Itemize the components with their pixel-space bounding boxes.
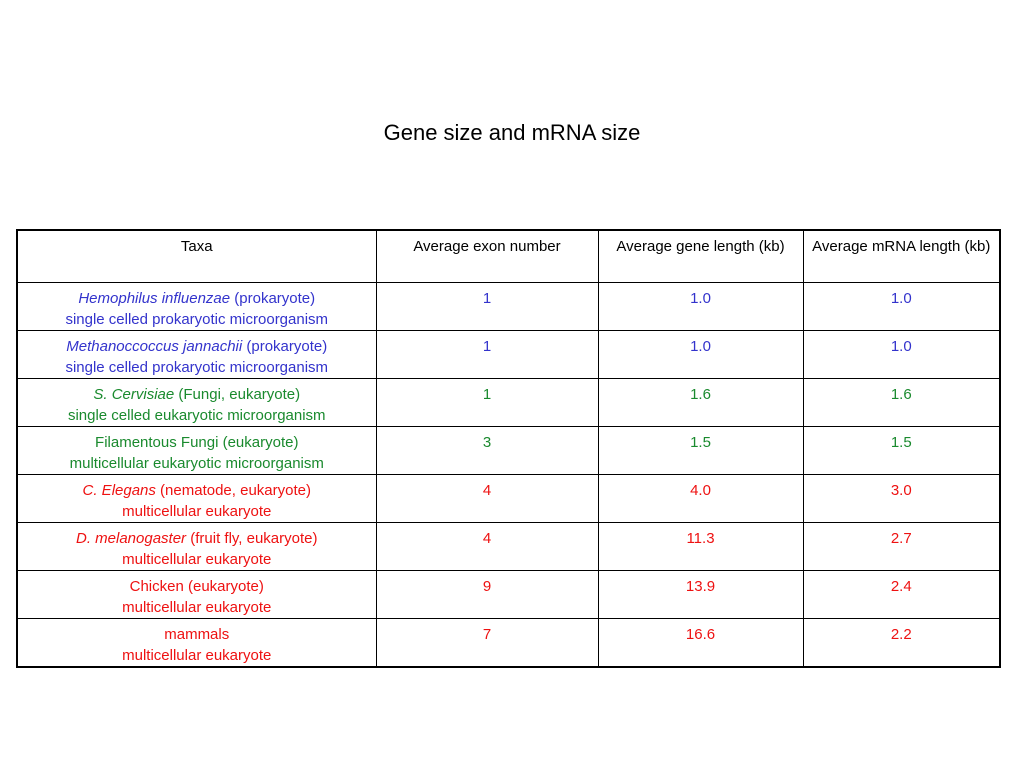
exon-number-cell: 7 xyxy=(375,617,599,667)
table-row: Hemophilus influenzae (prokaryote) singl… xyxy=(16,281,1001,331)
taxa-name-detail: (Fungi, eukaryote) xyxy=(174,385,301,403)
taxa-description: multicellular eukaryotic microorganism xyxy=(69,454,324,472)
gene-size-table: Taxa Average exon number Average gene le… xyxy=(16,229,1001,668)
mrna-length-cell: 3.0 xyxy=(802,473,1001,523)
taxa-name-detail: (nematode, eukaryote) xyxy=(155,481,311,499)
gene-length-cell: 11.3 xyxy=(597,521,804,571)
taxa-description: multicellular eukaryote xyxy=(122,550,272,568)
taxa-cell: Methanoccoccus jannachii (prokaryote) si… xyxy=(16,329,377,379)
taxa-description: multicellular eukaryote xyxy=(122,502,272,520)
table-row: Filamentous Fungi (eukaryote) multicellu… xyxy=(16,425,1001,475)
exon-number-cell: 1 xyxy=(375,329,599,379)
header-gene-length: Average gene length (kb) xyxy=(597,229,804,283)
exon-number-cell: 9 xyxy=(375,569,599,619)
taxa-cell: Hemophilus influenzae (prokaryote) singl… xyxy=(16,281,377,331)
taxa-scientific-name: Hemophilus influenzae xyxy=(78,289,231,307)
taxa-description: single celled prokaryotic microorganism xyxy=(65,358,329,376)
gene-length-cell: 4.0 xyxy=(597,473,804,523)
table-row: Chicken (eukaryote) multicellular eukary… xyxy=(16,569,1001,619)
header-taxa: Taxa xyxy=(16,229,377,283)
taxa-scientific-name: C. Elegans xyxy=(82,481,156,499)
taxa-description: multicellular eukaryote xyxy=(122,646,272,664)
header-exon-number: Average exon number xyxy=(375,229,599,283)
gene-length-cell: 1.0 xyxy=(597,329,804,379)
table-row: mammals multicellular eukaryote 7 16.6 2… xyxy=(16,617,1001,667)
taxa-cell: S. Cervisiae (Fungi, eukaryote) single c… xyxy=(16,377,377,427)
exon-number-cell: 1 xyxy=(375,377,599,427)
mrna-length-cell: 1.5 xyxy=(802,425,1001,475)
taxa-name-detail: (prokaryote) xyxy=(230,289,316,307)
taxa-scientific-name: S. Cervisiae xyxy=(93,385,175,403)
taxa-scientific-name: D. melanogaster xyxy=(76,529,187,547)
gene-length-cell: 13.9 xyxy=(597,569,804,619)
taxa-cell: C. Elegans (nematode, eukaryote) multice… xyxy=(16,473,377,523)
exon-number-cell: 3 xyxy=(375,425,599,475)
slide-title: Gene size and mRNA size xyxy=(383,120,641,145)
taxa-name-detail: Chicken (eukaryote) xyxy=(129,577,264,595)
taxa-description: multicellular eukaryote xyxy=(122,598,272,616)
mrna-length-cell: 1.6 xyxy=(802,377,1001,427)
gene-length-cell: 1.6 xyxy=(597,377,804,427)
taxa-name-detail: Filamentous Fungi (eukaryote) xyxy=(95,433,299,451)
taxa-description: single celled eukaryotic microorganism xyxy=(67,406,326,424)
table-row: C. Elegans (nematode, eukaryote) multice… xyxy=(16,473,1001,523)
exon-number-cell: 4 xyxy=(375,473,599,523)
table-row: Methanoccoccus jannachii (prokaryote) si… xyxy=(16,329,1001,379)
taxa-scientific-name: Methanoccoccus jannachii xyxy=(66,337,243,355)
table-row: D. melanogaster (fruit fly, eukaryote) m… xyxy=(16,521,1001,571)
taxa-cell: Chicken (eukaryote) multicellular eukary… xyxy=(16,569,377,619)
taxa-name-detail: (fruit fly, eukaryote) xyxy=(186,529,318,547)
taxa-cell: Filamentous Fungi (eukaryote) multicellu… xyxy=(16,425,377,475)
taxa-name-detail: (prokaryote) xyxy=(242,337,328,355)
mrna-length-cell: 1.0 xyxy=(802,281,1001,331)
mrna-length-cell: 2.7 xyxy=(802,521,1001,571)
exon-number-cell: 4 xyxy=(375,521,599,571)
header-mrna-length: Average mRNA length (kb) xyxy=(802,229,1001,283)
table-row: S. Cervisiae (Fungi, eukaryote) single c… xyxy=(16,377,1001,427)
header-row: Taxa Average exon number Average gene le… xyxy=(16,229,1001,283)
taxa-description: single celled prokaryotic microorganism xyxy=(65,310,329,328)
taxa-name-detail: mammals xyxy=(164,625,230,643)
taxa-cell: mammals multicellular eukaryote xyxy=(16,617,377,667)
gene-length-cell: 16.6 xyxy=(597,617,804,667)
gene-length-cell: 1.5 xyxy=(597,425,804,475)
mrna-length-cell: 1.0 xyxy=(802,329,1001,379)
mrna-length-cell: 2.4 xyxy=(802,569,1001,619)
mrna-length-cell: 2.2 xyxy=(802,617,1001,667)
gene-length-cell: 1.0 xyxy=(597,281,804,331)
exon-number-cell: 1 xyxy=(375,281,599,331)
taxa-cell: D. melanogaster (fruit fly, eukaryote) m… xyxy=(16,521,377,571)
